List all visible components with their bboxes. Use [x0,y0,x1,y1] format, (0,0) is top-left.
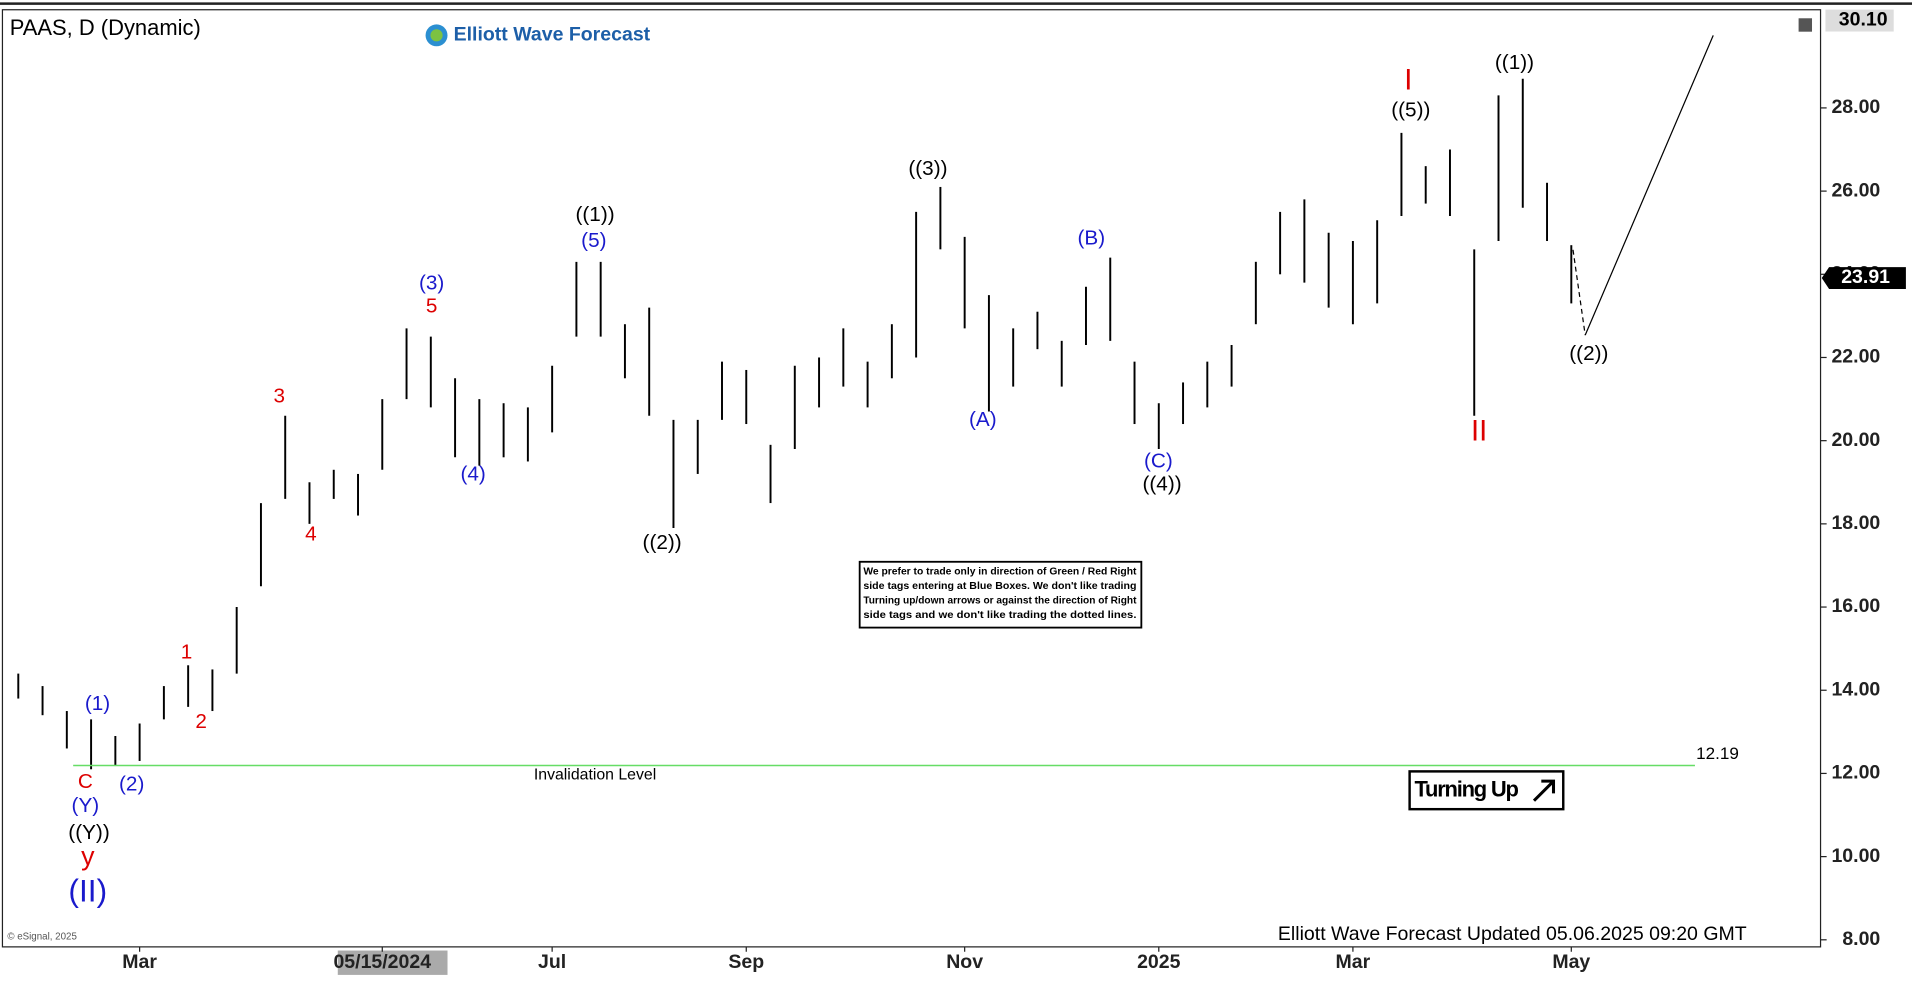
y-tick-label: 18.00 [1831,512,1880,534]
wave-label: (Y) [72,794,100,817]
wave-label: (4) [460,463,485,486]
wave-label: 3 [273,385,285,408]
wave-label: ((1)) [1495,51,1534,74]
wave-label: ((Y)) [68,821,109,844]
projection-dotted [1572,249,1586,336]
wave-label: ((2)) [1569,342,1608,365]
wave-label: (II) [68,873,107,909]
wave-label: ((3)) [908,157,947,180]
x-tick-label: Mar [1336,951,1371,973]
wave-label: 4 [305,522,317,545]
wave-label: 1 [181,641,193,664]
x-tick-label: Nov [946,951,983,973]
wave-label: (C) [1144,449,1173,472]
y-tick-label: 22.00 [1831,346,1880,368]
note-line: side tags entering at Blue Boxes. We don… [863,581,1136,592]
note-box [858,560,1143,629]
x-tick-label: Jul [538,951,566,973]
wave-label: (2) [119,772,144,795]
wave-label: (5) [581,229,606,252]
x-tick-label: 2025 [1137,951,1181,973]
high-tag-label: 30.10 [1839,9,1888,31]
wave-label: ((1)) [575,203,614,226]
x-tick-label: May [1552,951,1590,973]
wave-label: 2 [195,710,207,733]
wave-label: I [1404,64,1412,96]
last-price-label: 23.91 [1841,266,1890,288]
y-tick-label: 26.00 [1831,179,1880,201]
plot-frame [1,9,1822,948]
wave-label: (1) [85,692,110,715]
y-tick-label: 14.00 [1831,678,1880,700]
wave-label: ((4)) [1143,472,1182,495]
wave-label: II [1471,415,1487,447]
y-tick-label: 10.00 [1831,845,1880,867]
wave-label: C [78,770,93,793]
copyright: © eSignal, 2025 [7,932,77,943]
signal-arrow [1532,779,1556,802]
brand-logo-inner [430,29,443,42]
note-line: We prefer to trade only in direction of … [863,566,1137,577]
invalidation-label: Invalidation Level [534,766,656,783]
wave-label: ((2)) [643,531,682,554]
y-tick-label: 20.00 [1831,429,1880,451]
y-tick-label: 8.00 [1842,928,1880,950]
projection-line [1584,35,1714,336]
y-tick-label: 28.00 [1831,96,1880,118]
crosshair-date-bg [337,950,448,975]
signal-label: Turning Up [1414,777,1518,802]
x-tick-label: Sep [728,951,764,973]
signal-box [1408,770,1565,811]
chart-title: PAAS, D (Dynamic) [10,15,201,40]
x-tick-label: 05/15/2024 [333,951,431,973]
wave-label: (B) [1078,226,1106,249]
x-tick-label: Mar [122,951,157,973]
y-tick-label: 16.00 [1831,595,1880,617]
window-icon[interactable] [1798,18,1813,32]
wave-label: 5 [426,295,438,318]
note-line: side tags and we don't like trading the … [863,610,1136,621]
note-line: Turning up/down arrows or against the di… [863,596,1137,607]
brand: Elliott Wave Forecast [454,24,651,46]
footer: Elliott Wave Forecast Updated 05.06.2025… [1278,923,1747,945]
wave-label: (A) [969,408,997,431]
last-price-tag [1821,267,1906,290]
wave-label: ((5)) [1391,98,1430,121]
wave-label: y [81,841,95,871]
wave-label: (3) [419,271,444,294]
high-tag [1825,9,1894,32]
invalidation-value: 12.19 [1696,744,1739,763]
y-tick-label: 12.00 [1831,762,1880,784]
